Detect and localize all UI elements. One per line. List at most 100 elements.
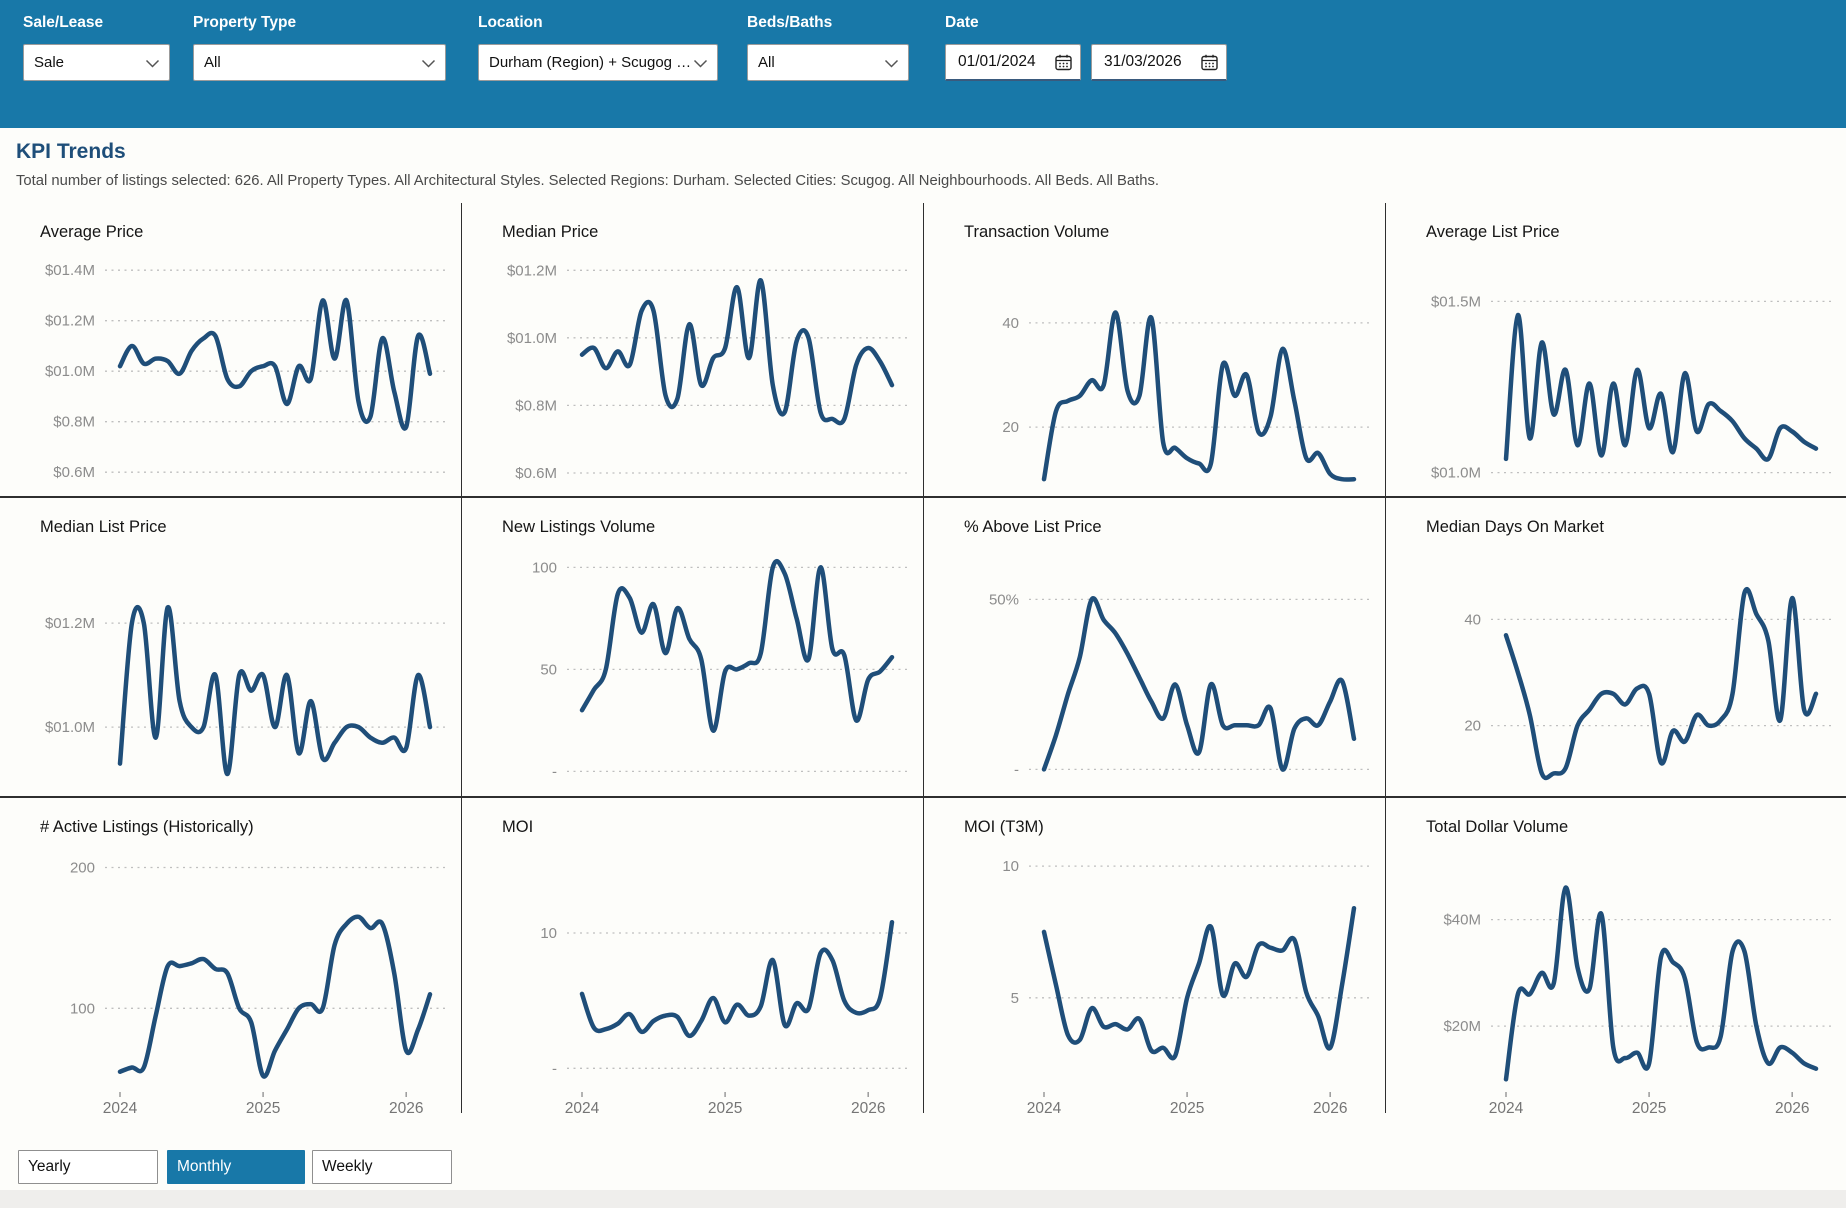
svg-text:2026: 2026	[1313, 1100, 1347, 1115]
date-start-input[interactable]: 01/01/2024	[958, 53, 1036, 70]
chart-canvas-moi-t3m: 10 5 2024 2025 2026	[1002, 858, 1372, 1115]
date-start-field[interactable]: 01/01/2024	[945, 44, 1081, 81]
chart-title: MOI (T3M)	[964, 818, 1044, 836]
svg-text:$01.2M: $01.2M	[45, 313, 95, 330]
svg-text:100: 100	[532, 559, 557, 576]
kpi-section-header: KPI Trends Total number of listings sele…	[0, 128, 1846, 189]
svg-text:200: 200	[70, 860, 95, 877]
filter-location: Location Durham (Region) + Scugog …	[478, 14, 718, 81]
page-title: KPI Trends	[16, 140, 126, 163]
chart-cell-moi: MOI 10 - 2024 2025 2026	[462, 798, 924, 1115]
svg-text:-: -	[552, 1060, 557, 1077]
chart-canvas-average-price: $01.4M $01.2M $01.0M $0.8M $0.6M	[45, 262, 448, 481]
chart-title: Median Days On Market	[1426, 518, 1604, 536]
period-button-monthly[interactable]: Monthly	[167, 1150, 305, 1184]
chart-canvas-moi: 10 - 2024 2025 2026	[540, 919, 910, 1115]
svg-text:$01.5M: $01.5M	[1431, 293, 1481, 310]
svg-text:$20M: $20M	[1443, 1018, 1481, 1035]
filter-bar: Sale/Lease Sale Property Type All Locati…	[0, 0, 1846, 128]
chart-title: MOI	[502, 818, 534, 836]
svg-text:$01.0M: $01.0M	[507, 330, 557, 347]
chart-title: Median List Price	[40, 518, 167, 536]
chart-cell-average-price: Average Price $01.4M $01.2M $01.0M $0.8M $0.…	[0, 203, 462, 498]
svg-text:$01.2M: $01.2M	[45, 615, 95, 632]
period-button-weekly[interactable]: Weekly	[312, 1150, 452, 1184]
filter-date: Date 01/01/2024 31/03/2026	[945, 14, 1227, 81]
chevron-down-icon	[693, 59, 708, 68]
location-value: Durham (Region) + Scugog …	[489, 54, 692, 71]
sale-lease-select[interactable]: Sale	[23, 44, 170, 81]
svg-text:2024: 2024	[103, 1100, 138, 1115]
chart-canvas-new-listings-volume: 100 50 -	[532, 559, 910, 780]
svg-text:50: 50	[540, 661, 557, 678]
svg-text:20: 20	[1002, 419, 1019, 436]
svg-text:$40M: $40M	[1443, 912, 1481, 929]
chart-canvas-active-listings: 200 100 2024 2025 2026	[70, 860, 448, 1115]
chart-title: # Active Listings (Historically)	[40, 818, 254, 836]
chart-cell-median-price: Median Price $01.2M $01.0M $0.8M $0.6M	[462, 203, 924, 498]
chart-canvas-total-dollar-volume: $40M $20M 2024 2025 2026	[1443, 885, 1834, 1115]
selection-summary: Total number of listings selected: 626. …	[16, 173, 1159, 189]
chart-title: Transaction Volume	[964, 223, 1110, 241]
svg-text:2026: 2026	[389, 1100, 423, 1115]
chart-cell-active-listings: # Active Listings (Historically) 200 100 2…	[0, 798, 462, 1115]
property-type-value: All	[204, 54, 221, 71]
chart-canvas-median-days-on-market: 40 20	[1464, 587, 1834, 781]
property-type-select[interactable]: All	[193, 44, 446, 81]
svg-text:2026: 2026	[1775, 1100, 1809, 1115]
chart-title: Median Price	[502, 223, 599, 241]
chart-title: % Above List Price	[964, 518, 1102, 536]
svg-text:40: 40	[1002, 315, 1019, 332]
svg-text:5: 5	[1011, 990, 1019, 1007]
filter-beds-baths: Beds/Baths All	[747, 14, 909, 81]
period-button-yearly[interactable]: Yearly	[18, 1150, 158, 1184]
chart-cell-median-days-on-market: Median Days On Market 40 20	[1386, 498, 1846, 798]
svg-text:$01.0M: $01.0M	[45, 719, 95, 736]
sale-lease-label: Sale/Lease	[23, 14, 104, 31]
chart-title: New Listings Volume	[502, 518, 656, 536]
filter-sale-lease: Sale/Lease Sale	[23, 14, 170, 81]
beds-baths-select[interactable]: All	[747, 44, 909, 81]
calendar-icon[interactable]	[1193, 53, 1226, 72]
sale-lease-value: Sale	[34, 54, 65, 71]
chart-title: Average Price	[40, 223, 144, 241]
chevron-down-icon	[145, 59, 160, 68]
chevron-down-icon	[884, 59, 899, 68]
chart-canvas-pct-above-list-price: 50% -	[989, 591, 1372, 778]
date-end-input[interactable]: 31/03/2026	[1104, 53, 1182, 70]
chevron-down-icon	[421, 59, 436, 68]
svg-text:$01.0M: $01.0M	[45, 363, 95, 380]
svg-text:50%: 50%	[989, 591, 1019, 608]
chart-canvas-median-price: $01.2M $01.0M $0.8M $0.6M	[507, 262, 910, 482]
svg-text:$0.6M: $0.6M	[515, 465, 557, 482]
svg-text:10: 10	[540, 925, 557, 942]
svg-text:2025: 2025	[1170, 1100, 1204, 1115]
period-toggle: Yearly Monthly Weekly	[0, 1113, 1846, 1188]
date-end-field[interactable]: 31/03/2026	[1091, 44, 1227, 81]
svg-text:$0.6M: $0.6M	[53, 464, 95, 481]
svg-text:2024: 2024	[1027, 1100, 1062, 1115]
chart-cell-average-list-price: Average List Price $01.5M $01.0M	[1386, 203, 1846, 498]
location-select[interactable]: Durham (Region) + Scugog …	[478, 44, 718, 81]
chart-cell-median-list-price: Median List Price $01.2M $01.0M	[0, 498, 462, 798]
svg-text:$0.8M: $0.8M	[53, 414, 95, 431]
chart-cell-moi-t3m: MOI (T3M) 10 5 2024 2025 2026	[924, 798, 1386, 1115]
svg-text:$0.8M: $0.8M	[515, 397, 557, 414]
chart-canvas-median-list-price: $01.2M $01.0M	[45, 604, 448, 777]
svg-text:2026: 2026	[851, 1100, 885, 1115]
svg-text:100: 100	[70, 1000, 95, 1017]
calendar-icon[interactable]	[1047, 53, 1080, 72]
svg-text:10: 10	[1002, 858, 1019, 875]
location-label: Location	[478, 14, 543, 31]
kpi-chart-grid: Average Price $01.4M $01.2M $01.0M $0.8M $0.…	[0, 203, 1846, 1115]
svg-text:-: -	[552, 763, 557, 780]
svg-text:40: 40	[1464, 611, 1481, 628]
svg-text:2024: 2024	[1489, 1100, 1524, 1115]
chart-cell-transaction-volume: Transaction Volume 40 20	[924, 203, 1386, 498]
beds-baths-label: Beds/Baths	[747, 14, 833, 31]
svg-text:2025: 2025	[1632, 1100, 1666, 1115]
svg-text:2025: 2025	[708, 1100, 742, 1115]
footer-strip	[0, 1190, 1846, 1208]
chart-cell-pct-above-list-price: % Above List Price 50% -	[924, 498, 1386, 798]
svg-text:20: 20	[1464, 718, 1481, 735]
